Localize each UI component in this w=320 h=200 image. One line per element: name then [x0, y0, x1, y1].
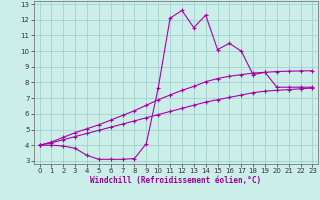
X-axis label: Windchill (Refroidissement éolien,°C): Windchill (Refroidissement éolien,°C) [91, 176, 261, 185]
